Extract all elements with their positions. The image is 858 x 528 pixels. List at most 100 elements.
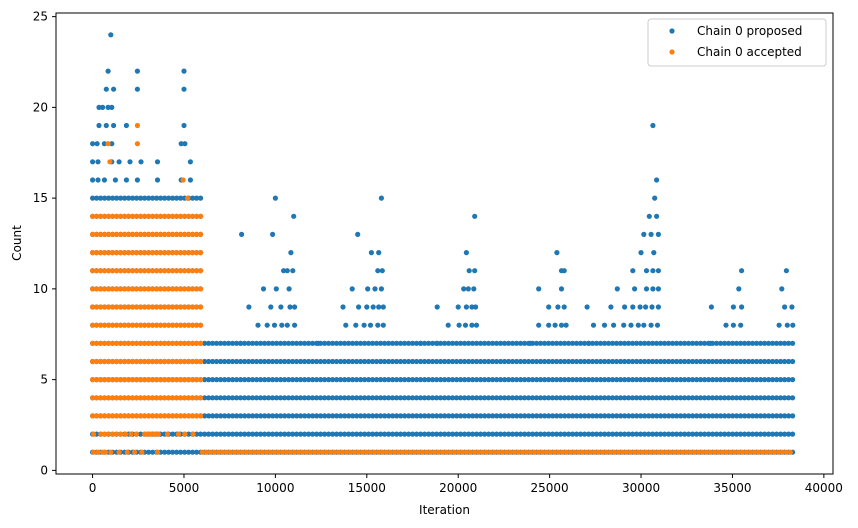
data-point: [462, 358, 468, 365]
data-point: [562, 395, 568, 401]
data-point: [674, 413, 680, 419]
data-point: [602, 395, 608, 401]
data-point: [98, 377, 104, 383]
data-point: [190, 213, 196, 219]
data-point: [118, 268, 124, 274]
data-point: [162, 268, 168, 274]
data-point: [483, 449, 489, 455]
data-point: [358, 340, 364, 346]
data-point: [142, 231, 148, 237]
data-point: [250, 377, 256, 383]
data-point: [674, 431, 680, 437]
data-point: [146, 195, 152, 201]
data-point: [726, 413, 732, 419]
data-point: [322, 340, 328, 346]
data-point: [762, 395, 768, 401]
data-point: [443, 449, 449, 455]
data-point: [626, 340, 632, 346]
data-point: [606, 395, 612, 401]
data-point: [270, 395, 276, 401]
data-point: [90, 340, 96, 346]
data-point: [778, 431, 784, 437]
data-point: [518, 358, 524, 365]
data-point: [258, 431, 264, 437]
data-point: [526, 395, 532, 401]
data-point: [714, 431, 720, 437]
data-point: [551, 449, 557, 455]
data-point: [238, 377, 244, 383]
data-point: [678, 413, 684, 419]
data-point: [102, 250, 108, 256]
data-point: [562, 413, 568, 419]
data-point: [450, 395, 456, 401]
data-point: [355, 231, 361, 237]
data-point: [298, 431, 304, 437]
data-point: [154, 286, 160, 292]
data-point: [170, 449, 176, 455]
data-point: [251, 449, 257, 455]
data-point: [626, 431, 632, 437]
data-point: [375, 322, 381, 328]
data-point: [494, 431, 500, 437]
data-point: [410, 358, 416, 365]
data-point: [118, 377, 124, 383]
data-point: [94, 322, 100, 328]
data-point: [174, 213, 180, 219]
data-point: [154, 377, 160, 383]
data-point: [637, 304, 643, 310]
data-point: [386, 358, 392, 365]
data-point: [742, 431, 748, 437]
data-point: [530, 377, 536, 383]
data-point: [238, 395, 244, 401]
data-point: [181, 86, 187, 92]
data-point: [271, 449, 277, 455]
data-point: [486, 431, 492, 437]
data-point: [174, 250, 180, 256]
data-point: [194, 413, 200, 419]
data-point: [182, 395, 188, 401]
data-point: [550, 431, 556, 437]
data-point: [774, 395, 780, 401]
data-point: [766, 377, 772, 383]
data-point: [382, 340, 388, 346]
data-point: [370, 413, 376, 419]
data-point: [550, 358, 556, 365]
data-point: [282, 431, 288, 437]
data-point: [509, 377, 516, 383]
data-point: [486, 413, 492, 419]
data-point: [490, 340, 496, 346]
data-point: [134, 322, 140, 328]
data-point: [470, 340, 476, 346]
data-point: [719, 449, 725, 455]
data-point: [290, 431, 296, 437]
data-point: [278, 431, 284, 437]
data-point: [702, 395, 708, 401]
data-point: [378, 358, 384, 365]
data-point: [739, 268, 745, 274]
data-point: [522, 340, 528, 346]
data-point: [335, 449, 341, 455]
data-point: [290, 395, 296, 401]
data-point: [442, 413, 448, 419]
data-point: [310, 431, 316, 437]
data-point: [608, 304, 614, 310]
data-point: [174, 358, 180, 365]
data-point: [102, 395, 108, 401]
data-point: [134, 141, 140, 147]
data-point: [138, 304, 144, 310]
data-point: [770, 340, 776, 346]
data-point: [406, 395, 412, 401]
data-point: [618, 413, 624, 419]
data-point: [641, 231, 647, 237]
data-point: [250, 395, 256, 401]
data-point: [106, 340, 112, 346]
data-point: [763, 449, 769, 455]
data-point: [142, 250, 148, 256]
data-point: [230, 431, 236, 437]
data-point: [774, 340, 780, 346]
data-point: [95, 177, 101, 183]
data-point: [206, 358, 212, 365]
data-point: [254, 395, 260, 401]
data-point: [90, 322, 96, 328]
data-point: [630, 340, 636, 346]
